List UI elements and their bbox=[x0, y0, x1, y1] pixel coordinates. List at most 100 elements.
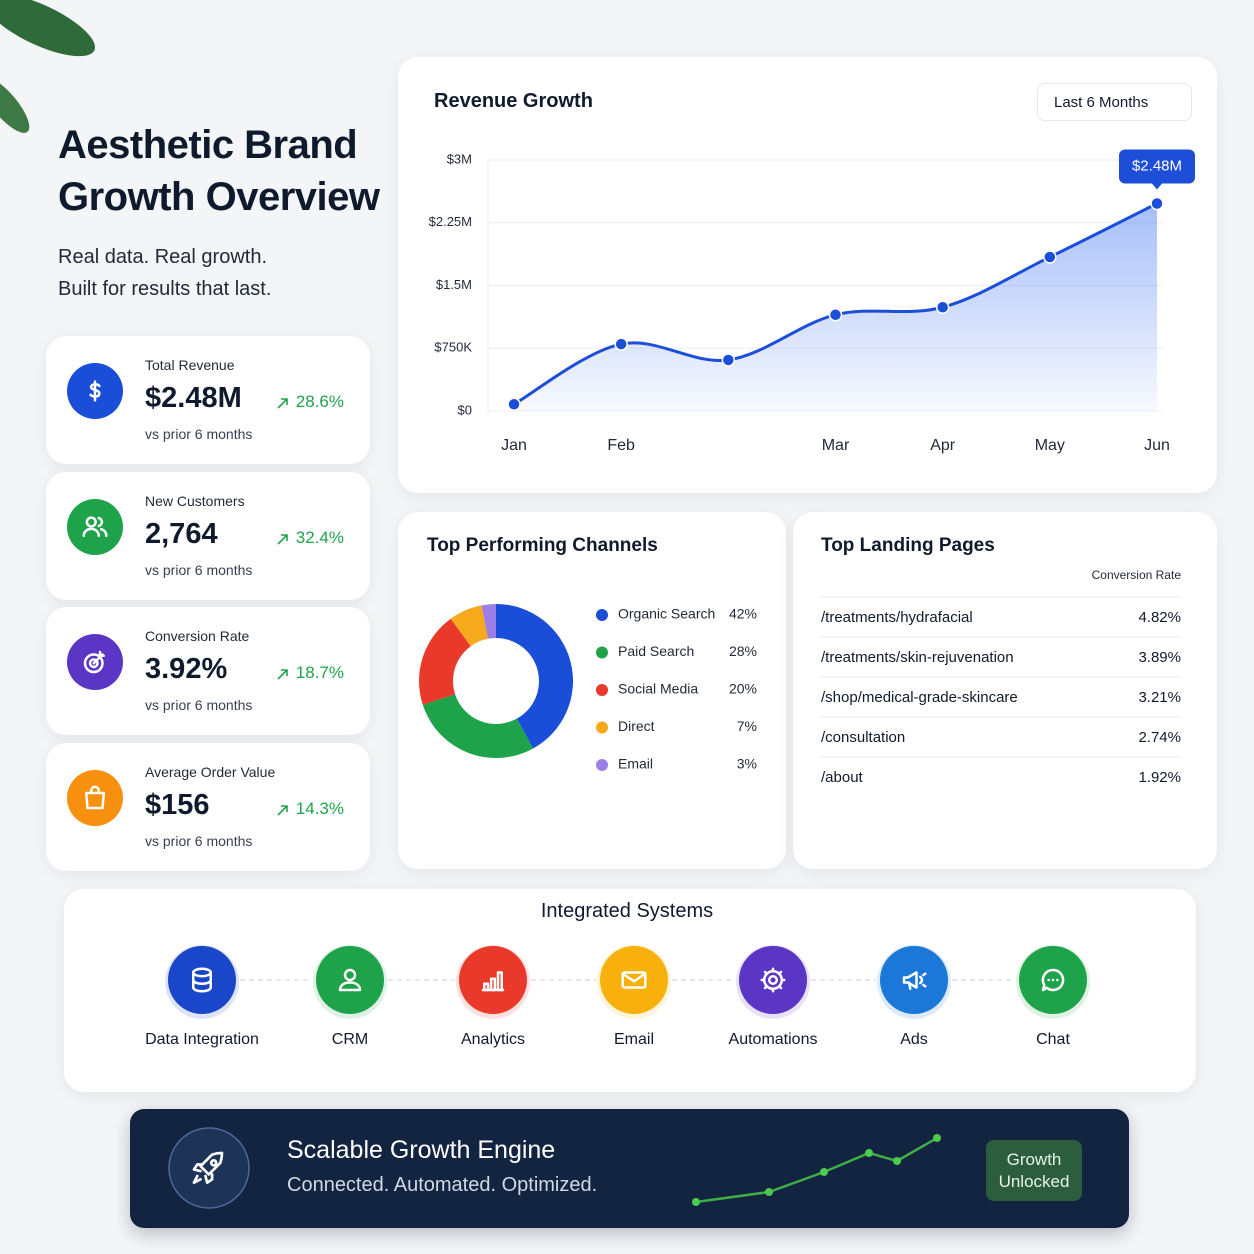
status-badge: Growth Unlocked bbox=[986, 1140, 1082, 1201]
y-tick-label: $1.5M bbox=[436, 277, 472, 292]
x-tick-label: Jun bbox=[1144, 437, 1170, 454]
legend-label: Paid Search bbox=[618, 643, 694, 659]
kpi-change: 18.7% bbox=[295, 663, 344, 682]
kpi-note: vs prior 6 months bbox=[145, 697, 253, 713]
x-tick-label: Feb bbox=[607, 437, 635, 454]
system-icon-bg bbox=[880, 946, 948, 1014]
kpi-value: $156 bbox=[145, 789, 210, 821]
conversion-rate: 2.74% bbox=[1138, 729, 1181, 746]
conversion-rate: 3.89% bbox=[1138, 649, 1181, 666]
system-icon bbox=[621, 971, 647, 989]
point bbox=[935, 300, 950, 315]
y-tick-label: $2.25M bbox=[429, 214, 472, 229]
sparkline-dot bbox=[820, 1168, 828, 1176]
period-dropdown[interactable]: Last 6 Months bbox=[1037, 83, 1192, 121]
system-icon bbox=[902, 971, 927, 990]
x-tick-label: Mar bbox=[822, 437, 850, 454]
tooltip bbox=[1119, 149, 1195, 184]
point bbox=[614, 337, 628, 351]
x-tick-label: May bbox=[1035, 437, 1065, 454]
page-path: /treatments/hydrafacial bbox=[821, 609, 973, 626]
slice bbox=[481, 604, 496, 639]
legend-dot bbox=[596, 721, 608, 734]
trend-arrow bbox=[277, 534, 288, 545]
system-label: Chat bbox=[1036, 1031, 1070, 1048]
legend-value: 28% bbox=[729, 643, 757, 659]
y-tick-label: $750K bbox=[434, 340, 472, 355]
title: Aesthetic Brand bbox=[58, 123, 358, 167]
rocket-icon bbox=[192, 1151, 224, 1184]
plant-leaves bbox=[0, 0, 96, 133]
kpi-note: vs prior 6 months bbox=[145, 426, 253, 442]
legend-dot bbox=[596, 684, 608, 696]
page-path: /about bbox=[821, 769, 863, 786]
point bbox=[828, 308, 843, 322]
landing-card bbox=[793, 512, 1217, 869]
system-icon bbox=[338, 968, 362, 992]
tooltip-tip bbox=[1152, 183, 1162, 190]
slice bbox=[422, 694, 534, 758]
kpi-note: vs prior 6 months bbox=[145, 562, 253, 578]
banner-subtitle: Connected. Automated. Optimized. bbox=[287, 1174, 598, 1196]
trend-arrow bbox=[277, 669, 288, 680]
kpi-change: 14.3% bbox=[295, 799, 344, 818]
slice bbox=[419, 618, 471, 705]
system-label: Automations bbox=[728, 1031, 818, 1048]
system-icon bbox=[760, 967, 786, 993]
chart-title: Revenue Growth bbox=[434, 90, 593, 112]
banner-title: Scalable Growth Engine bbox=[287, 1136, 556, 1164]
channels-card bbox=[398, 512, 786, 869]
slice bbox=[450, 605, 488, 647]
legend-value: 7% bbox=[737, 718, 757, 734]
system-icon-bg bbox=[739, 946, 807, 1014]
legend-value: 3% bbox=[737, 756, 757, 772]
legend-label: Email bbox=[618, 756, 653, 772]
kpi-icon bbox=[85, 785, 105, 810]
kpi-change: 32.4% bbox=[295, 528, 344, 547]
y-tick-label: $3M bbox=[447, 151, 472, 166]
point bbox=[1150, 196, 1164, 211]
kpi-label: Average Order Value bbox=[145, 764, 276, 780]
area bbox=[514, 203, 1157, 411]
growth-sparkline bbox=[695, 1136, 938, 1204]
kpi-value: $2.48M bbox=[145, 382, 242, 414]
system-icon bbox=[192, 967, 212, 993]
legend-label: Direct bbox=[618, 718, 655, 734]
system-label: Email bbox=[613, 1031, 654, 1048]
conversion-rate: 3.21% bbox=[1138, 689, 1181, 706]
system-icon bbox=[1041, 968, 1065, 992]
legend-dot bbox=[596, 609, 608, 621]
conversion-rate: 1.92% bbox=[1138, 769, 1181, 786]
sparkline-dot bbox=[865, 1149, 873, 1157]
title: Growth Overview bbox=[58, 175, 380, 219]
system-label: Analytics bbox=[460, 1031, 526, 1048]
kpi-change: 28.6% bbox=[295, 392, 344, 411]
kpi-value: 3.92% bbox=[145, 653, 228, 685]
system-label: Ads bbox=[900, 1031, 928, 1048]
x-tick-label: Jan bbox=[501, 437, 527, 454]
conversion-rate: 4.82% bbox=[1138, 609, 1181, 626]
chart-title: Top Performing Channels bbox=[427, 535, 658, 556]
page-path: /treatments/skin-rejuvenation bbox=[821, 649, 1014, 666]
subtitle: Built for results that last. bbox=[58, 278, 272, 300]
kpi-icon bbox=[83, 650, 105, 674]
kpi-label: Total Revenue bbox=[145, 357, 235, 373]
kpi-icon bbox=[82, 516, 108, 537]
legend-label: Social Media bbox=[618, 681, 698, 697]
kpi-icon-bg bbox=[67, 770, 123, 826]
rocket-badge bbox=[168, 1127, 250, 1209]
section-title: Integrated Systems bbox=[540, 900, 714, 922]
table-title: Top Landing Pages bbox=[821, 535, 995, 556]
kpi-value: 2,764 bbox=[145, 518, 218, 550]
legend-value: 20% bbox=[729, 681, 757, 697]
sparkline-dot bbox=[692, 1198, 700, 1206]
sparkline-dot bbox=[933, 1134, 941, 1142]
page-path: /consultation bbox=[821, 729, 906, 746]
system-label: CRM bbox=[331, 1031, 369, 1048]
system-icon bbox=[481, 971, 505, 992]
sparkline-dot bbox=[765, 1188, 773, 1196]
point bbox=[721, 353, 736, 367]
system-label: Data Integration bbox=[145, 1031, 259, 1048]
trend-arrow bbox=[277, 805, 288, 816]
